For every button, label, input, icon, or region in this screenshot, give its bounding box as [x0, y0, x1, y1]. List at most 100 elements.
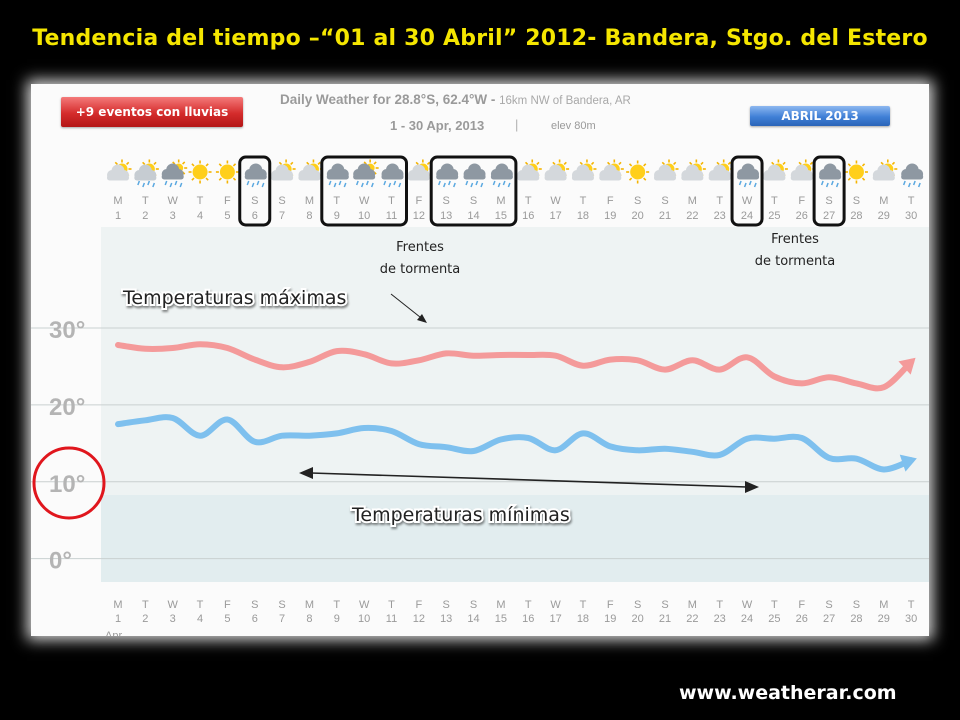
cloud-rain-icon [436, 163, 459, 188]
bottom-weekday-label: M [496, 599, 505, 611]
top-weekday-label: F [415, 195, 422, 207]
partly-cloudy-icon [708, 159, 734, 181]
sun-icon [844, 160, 868, 184]
top-date-label: 17 [549, 210, 561, 222]
bottom-weekday-label: W [168, 599, 179, 611]
weather-panel: M 1 T 2 W 3 T 4 F 5 S 6 S 7 M 8 T 9 W 10 T 11 F 12 S 13 S 14 M 15 T 16 W… [31, 84, 929, 636]
top-date-label: 7 [279, 210, 285, 222]
top-weekday-label: S [661, 195, 668, 207]
bottom-date-label: 10 [358, 613, 370, 625]
partly-cloudy-icon [790, 159, 816, 181]
bottom-date-label: 21 [659, 613, 671, 625]
bottom-date-label: 12 [413, 613, 425, 625]
bottom-weekday-label: M [879, 599, 888, 611]
bottom-weekday-label: T [525, 599, 532, 611]
website-url[interactable]: www.weatherar.com [679, 682, 897, 704]
partly-cloudy-icon [271, 159, 296, 181]
bottom-date-label: 7 [279, 613, 285, 625]
top-date-label: 12 [413, 210, 425, 222]
bottom-weekday-label: S [470, 599, 477, 611]
top-weekday-label: F [607, 195, 614, 207]
top-date-label: 14 [467, 210, 479, 222]
bottom-weekday-label: S [278, 599, 285, 611]
top-weekday-label: T [771, 195, 778, 207]
top-date-label: 3 [170, 210, 176, 222]
cloud-rain-icon [490, 163, 513, 188]
bottom-weekday-label: M [305, 599, 314, 611]
top-weekday-label: T [716, 195, 723, 207]
top-date-label: 23 [714, 210, 726, 222]
bottom-weekday-label: T [333, 599, 340, 611]
bottom-date-label: 18 [577, 613, 589, 625]
top-date-label: 15 [495, 210, 507, 222]
top-weekday-label: T [580, 195, 587, 207]
bottom-date-label: 19 [604, 613, 616, 625]
partly-cloudy-icon [654, 159, 679, 181]
top-weekday-label: S [634, 195, 641, 207]
storm-front-label-1b: de tormenta [380, 262, 461, 277]
bottom-weekday-label: M [113, 599, 122, 611]
web-subtitle: 16km NW of Bandera, AR [499, 95, 631, 107]
cloud-rain-icon [901, 163, 924, 188]
storm-front-box [320, 155, 408, 227]
sun-rain-icon [134, 159, 159, 188]
partly-cloudy-icon [599, 159, 624, 181]
bottom-weekday-label: M [688, 599, 697, 611]
top-weekday-label: F [224, 195, 231, 207]
cloud-rain-icon [381, 163, 404, 188]
bottom-date-label: 24 [741, 613, 753, 625]
partly-cloudy-icon [517, 159, 542, 181]
highlight-circle [32, 446, 106, 520]
bottom-weekday-label: T [771, 599, 778, 611]
top-weekday-label: M [496, 195, 505, 207]
top-date-label: 9 [334, 210, 340, 222]
bottom-date-label: 1 [115, 613, 121, 625]
bottom-weekday-label: S [825, 599, 832, 611]
cloud-rain-icon [737, 163, 760, 188]
top-date-label: 4 [197, 210, 203, 222]
top-date-label: 18 [577, 210, 589, 222]
top-weekday-label: S [278, 195, 285, 207]
top-date-label: 26 [796, 210, 808, 222]
bottom-date-label: 29 [878, 613, 890, 625]
top-weekday-label: S [853, 195, 860, 207]
partly-cloudy-icon [681, 159, 706, 181]
bottom-date-label: 9 [334, 613, 340, 625]
bottom-weekday-label: T [388, 599, 395, 611]
partly-cloudy-icon [763, 159, 788, 181]
bottom-weekday-label: W [359, 599, 370, 611]
bottom-date-label: 3 [170, 613, 176, 625]
top-date-label: 13 [440, 210, 452, 222]
storm-front-label-2b: de tormenta [755, 254, 836, 269]
top-date-label: 16 [522, 210, 534, 222]
storm-front-box [238, 155, 272, 227]
bottom-date-label: 5 [224, 613, 230, 625]
bottom-weekday-label: F [415, 599, 422, 611]
web-date-range: 1 - 30 Apr, 2013 [390, 118, 485, 133]
top-weekday-label: T [908, 195, 915, 207]
bottom-weekday-label: S [853, 599, 860, 611]
partly-cloudy-icon [407, 159, 433, 181]
bottom-date-label: 8 [306, 613, 312, 625]
bottom-weekday-label: S [251, 599, 258, 611]
web-elevation: elev 80m [551, 120, 596, 132]
top-date-label: 2 [142, 210, 148, 222]
sun-icon [626, 160, 650, 184]
bottom-date-label: 27 [823, 613, 835, 625]
top-date-label: 6 [252, 210, 258, 222]
storm-front-box [812, 155, 846, 227]
bottom-weekday-label: T [908, 599, 915, 611]
top-weekday-label: M [879, 195, 888, 207]
max-temps-label: Temperaturas máximas [122, 287, 346, 309]
bottom-weekday-label: S [661, 599, 668, 611]
bottom-weekday-label: T [580, 599, 587, 611]
min-range-arrow-right [745, 481, 759, 493]
storm-front-label-1: Frentes [396, 240, 444, 255]
bottom-date-label: 14 [467, 613, 479, 625]
cloud-rain-sun-icon [353, 159, 379, 188]
cloud-rain-icon [244, 163, 267, 188]
top-weekday-label: M [688, 195, 697, 207]
min-range-arrow [310, 472, 748, 488]
bottom-weekday-label: W [550, 599, 561, 611]
month-badge: ABRIL 2013 [750, 106, 890, 126]
